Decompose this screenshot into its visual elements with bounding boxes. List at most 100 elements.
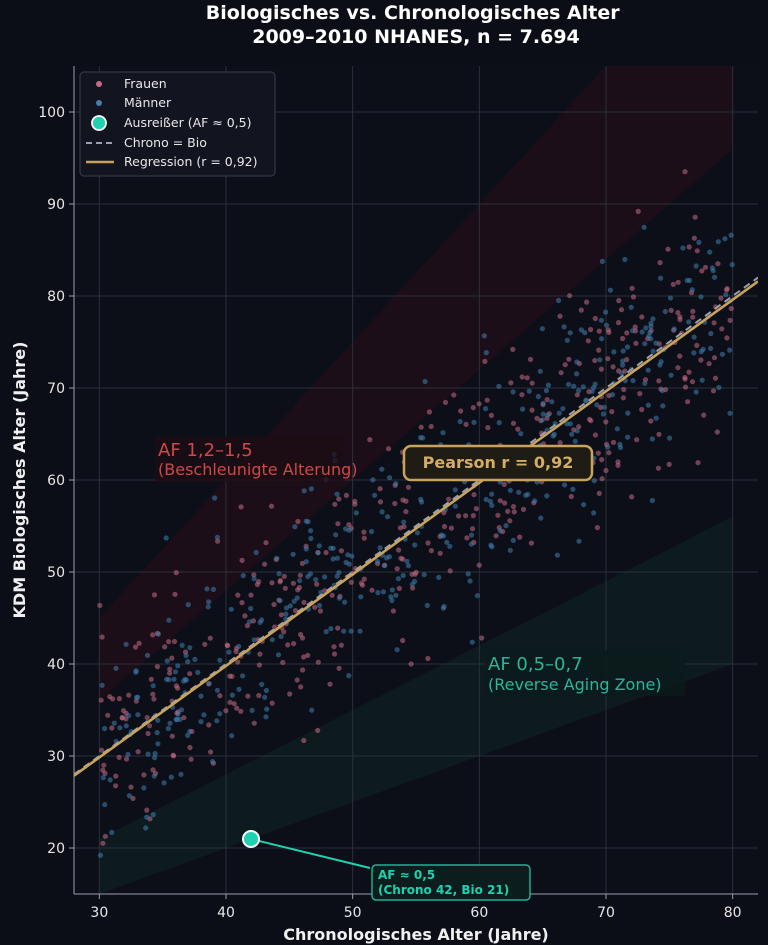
- point-frauen: [632, 324, 638, 330]
- point-frauen: [598, 366, 605, 372]
- point-maenner: [393, 592, 399, 598]
- point-frauen: [233, 648, 239, 655]
- point-frauen: [701, 412, 707, 418]
- point-maenner: [603, 322, 610, 328]
- point-frauen: [315, 659, 321, 665]
- point-maenner: [185, 732, 191, 739]
- point-maenner: [707, 249, 713, 255]
- point-frauen: [361, 576, 367, 582]
- point-maenner: [723, 292, 729, 298]
- point-frauen: [251, 720, 257, 726]
- point-frauen: [367, 437, 373, 443]
- point-frauen: [188, 756, 194, 762]
- point-maenner: [712, 274, 718, 280]
- point-maenner: [144, 814, 150, 820]
- point-frauen: [694, 342, 700, 348]
- point-frauen: [166, 639, 172, 645]
- point-maenner: [538, 515, 544, 521]
- point-maenner: [582, 330, 588, 336]
- point-maenner: [699, 377, 705, 383]
- point-frauen: [515, 426, 521, 432]
- point-maenner: [465, 571, 471, 577]
- x-tick-label-60: 60: [470, 905, 488, 921]
- point-maenner: [126, 793, 132, 799]
- point-maenner: [291, 598, 297, 604]
- point-frauen: [329, 592, 335, 598]
- point-frauen: [305, 652, 311, 659]
- point-maenner: [205, 604, 211, 610]
- point-frauen: [396, 547, 402, 553]
- point-frauen: [113, 783, 119, 789]
- point-frauen: [397, 525, 403, 531]
- point-maenner: [358, 594, 364, 600]
- point-maenner: [576, 538, 582, 544]
- y-tick-label-30: 30: [47, 749, 65, 765]
- point-maenner: [345, 552, 351, 558]
- point-maenner: [591, 478, 597, 484]
- point-maenner: [109, 829, 115, 836]
- point-maenner: [195, 669, 201, 676]
- point-maenner: [727, 347, 733, 353]
- point-maenner: [564, 421, 570, 427]
- point-maenner: [315, 550, 321, 556]
- point-frauen: [615, 320, 622, 326]
- point-maenner: [278, 633, 284, 640]
- point-maenner: [658, 275, 664, 281]
- point-frauen: [470, 405, 476, 411]
- point-maenner: [346, 561, 352, 567]
- point-frauen: [239, 600, 245, 606]
- point-maenner: [318, 589, 324, 596]
- point-maenner: [440, 533, 447, 539]
- point-maenner: [668, 372, 674, 378]
- point-frauen: [348, 579, 354, 585]
- y-tick-label-100: 100: [38, 105, 65, 121]
- point-maenner: [619, 370, 625, 376]
- point-maenner: [662, 308, 668, 315]
- point-frauen: [418, 424, 424, 430]
- point-maenner: [316, 543, 322, 549]
- point-maenner: [483, 350, 489, 356]
- point-frauen: [105, 712, 111, 718]
- point-frauen: [150, 767, 156, 773]
- point-frauen: [295, 518, 301, 525]
- zone-band-reverse: [99, 516, 733, 894]
- point-frauen: [295, 587, 301, 593]
- point-maenner: [507, 487, 513, 493]
- point-frauen: [592, 357, 598, 364]
- point-frauen: [588, 418, 594, 424]
- zone-label-accelerated: AF 1,2–1,5 (Beschleunigte Alterung): [155, 436, 357, 482]
- point-frauen: [665, 246, 671, 252]
- point-maenner: [630, 378, 636, 384]
- point-maenner: [722, 236, 728, 242]
- zone-label-reverse-sub: (Reverse Aging Zone): [488, 675, 662, 694]
- point-maenner: [487, 498, 493, 504]
- point-frauen: [245, 693, 251, 699]
- point-maenner: [561, 324, 567, 330]
- point-frauen: [691, 235, 698, 241]
- point-maenner: [172, 669, 178, 675]
- point-maenner: [696, 239, 702, 245]
- point-maenner: [576, 387, 582, 394]
- point-maenner: [686, 319, 692, 325]
- point-maenner: [274, 555, 280, 562]
- point-frauen: [113, 773, 119, 779]
- point-maenner: [133, 694, 140, 701]
- point-maenner: [629, 328, 636, 334]
- outlier-group: AF ≈ 0,5 (Chrono 42, Bio 21): [242, 830, 531, 901]
- point-frauen: [244, 623, 250, 629]
- point-maenner: [181, 678, 187, 684]
- point-frauen: [126, 692, 132, 698]
- x-tick-label-40: 40: [217, 905, 235, 921]
- point-frauen: [456, 513, 462, 519]
- point-frauen: [208, 749, 214, 755]
- point-maenner: [393, 481, 399, 487]
- point-maenner: [303, 559, 309, 565]
- point-frauen: [290, 580, 296, 586]
- point-maenner: [301, 488, 307, 494]
- point-frauen: [529, 380, 535, 386]
- point-frauen: [299, 560, 305, 567]
- point-maenner: [380, 589, 386, 595]
- point-frauen: [100, 840, 106, 846]
- point-frauen: [278, 612, 284, 618]
- point-maenner: [152, 750, 158, 757]
